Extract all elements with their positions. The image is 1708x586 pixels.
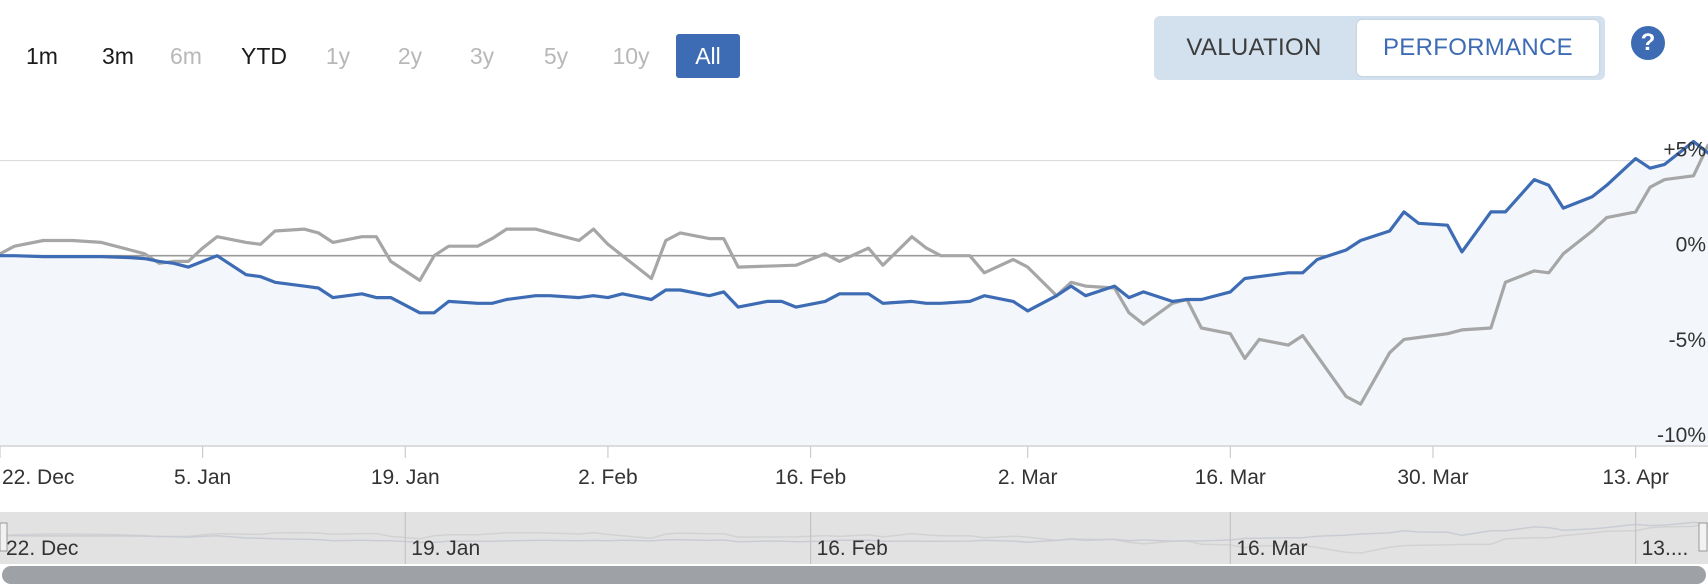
navigator-label: 13.... [1642,537,1689,560]
range-button-5y[interactable]: 5y [543,43,569,69]
x-tick-label: 13. Apr [1602,466,1669,489]
help-icon[interactable]: ? [1631,26,1665,60]
series-line-1 [0,139,1708,315]
y-tick-label: -5% [1669,329,1706,352]
y-tick-label: -10% [1657,424,1706,447]
y-tick-label: 0% [1676,234,1706,257]
navigator-label: 22. Dec [6,537,78,560]
series-line-2 [0,143,1708,406]
navigator-label: 19. Jan [411,537,480,560]
view-toggle: VALUATION PERFORMANCE [1154,16,1605,80]
x-tick-label: 2. Feb [578,466,638,489]
x-tick-label: 22. Dec [2,466,74,489]
range-button-3m[interactable]: 3m [102,43,134,69]
range-button-3y[interactable]: 3y [469,43,495,69]
range-button-all[interactable]: All [676,34,740,78]
y-tick-label: +5% [1663,139,1706,162]
navigator-series-1 [0,521,1708,544]
x-tick-label: 16. Feb [775,466,846,489]
range-button-1m[interactable]: 1m [26,43,58,69]
navigator-label: 16. Mar [1236,537,1307,560]
navigator-left-handle[interactable] [0,522,8,552]
x-tick-label: 19. Jan [371,466,440,489]
range-button-ytd[interactable]: YTD [241,43,287,69]
navigator-label: 16. Feb [817,537,888,560]
range-button-1y[interactable]: 1y [325,43,351,69]
scrollbar[interactable] [2,566,1706,584]
navigator-background [0,512,1708,564]
x-tick-label: 5. Jan [174,466,231,489]
x-tick-label: 16. Mar [1195,466,1266,489]
valuation-tab[interactable]: VALUATION [1186,34,1322,61]
range-button-10y[interactable]: 10y [612,43,650,69]
navigator-right-handle[interactable] [1698,522,1708,552]
range-button-6m[interactable]: 6m [170,43,202,69]
x-tick-label: 30. Mar [1397,466,1468,489]
range-selector: 1m 3m 6m YTD 1y 2y 3y 5y 10y All [0,0,760,110]
range-button-2y[interactable]: 2y [397,43,423,69]
performance-tab[interactable]: PERFORMANCE [1357,20,1599,76]
series-area [0,141,1708,446]
x-tick-label: 2. Mar [998,466,1058,489]
navigator-series-2 [0,522,1708,554]
